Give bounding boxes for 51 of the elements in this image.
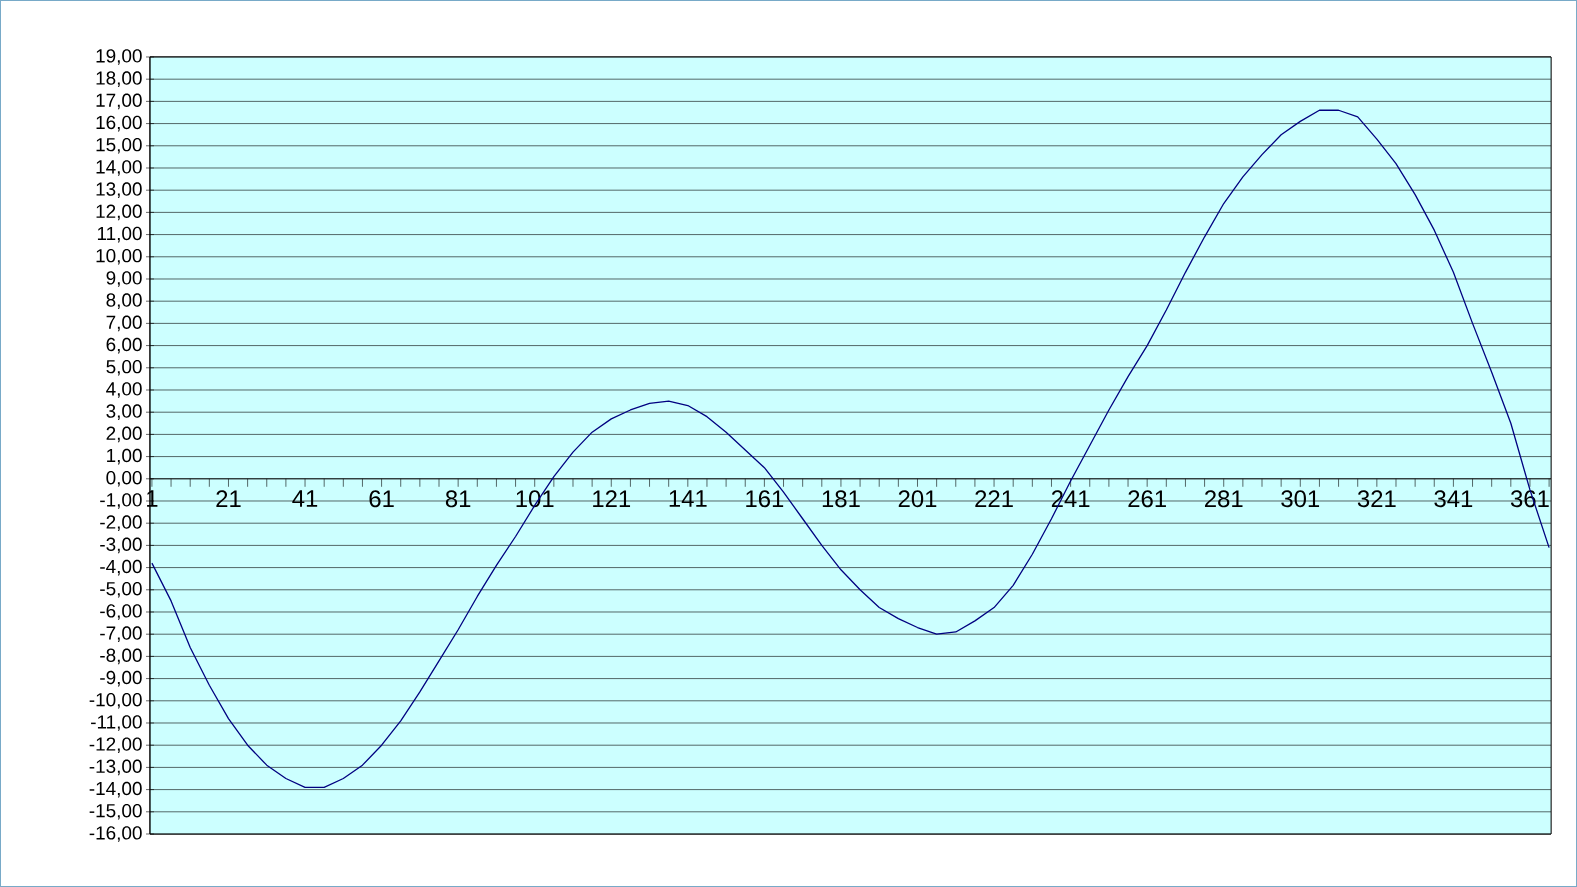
x-tick-label: 161 [746,490,784,508]
y-tick-label: -2,00 [100,515,142,532]
y-tick-label: 7,00 [106,315,142,332]
x-tick-label: 41 [292,490,318,507]
y-tick-label: 15,00 [96,137,142,154]
x-tick-label: 201 [898,490,937,508]
y-tick-label: -8,00 [100,648,142,665]
y-tick-label: 13,00 [96,182,142,199]
y-tick-label: 8,00 [106,293,142,310]
y-tick-label: 9,00 [106,271,142,287]
x-tick-label: 121 [593,490,631,508]
y-tick-label: 1,00 [107,448,142,465]
x-tick-label: 61 [369,490,394,508]
y-tick-label: -11,00 [91,715,142,731]
x-tick-label: 181 [822,490,860,508]
y-tick-label: -4,00 [100,559,142,576]
y-tick-label: -3,00 [100,537,142,554]
x-tick-label: 281 [1204,490,1243,508]
y-tick-label: 4,00 [106,382,142,398]
x-tick-label: 221 [975,490,1013,508]
y-tick-label: 6,00 [106,337,142,354]
y-tick-label: 14,00 [96,160,142,176]
y-tick-label: 3,00 [106,404,142,421]
x-tick-label: 341 [1434,490,1473,508]
x-tick-label: 141 [669,490,707,507]
y-tick-label: -7,00 [100,626,142,643]
y-tick-label: -13,00 [89,759,142,776]
y-tick-label: 17,00 [96,93,142,110]
y-tick-label: 2,00 [106,426,142,443]
y-tick-label: -16,00 [89,826,142,842]
y-tick-label: -6,00 [100,604,142,620]
y-tick-label: -10,00 [89,692,142,709]
y-tick-label: 5,00 [106,359,142,376]
y-tick-label: 0,00 [106,470,142,487]
x-tick-label: 81 [445,490,471,508]
y-tick-label: -5,00 [100,581,142,598]
y-tick-label: 16,00 [96,115,142,132]
y-tick-label: -12,00 [89,737,142,754]
y-tick-label: -9,00 [100,670,142,687]
y-tick-label: 12,00 [96,204,142,221]
y-tick-label: 18,00 [96,71,142,87]
y-tick-label: -1,00 [100,493,142,509]
y-tick-label: 11,00 [97,226,142,243]
y-tick-label: -14,00 [89,781,142,798]
y-tick-label: -15,00 [89,803,142,820]
x-tick-label: 301 [1281,490,1320,508]
x-tick-label: 261 [1128,490,1166,508]
x-tick-label: 21 [216,490,241,508]
x-tick-label: 321 [1357,490,1396,508]
y-tick-label: 10,00 [96,248,142,265]
y-tick-label: 19,00 [96,49,142,65]
